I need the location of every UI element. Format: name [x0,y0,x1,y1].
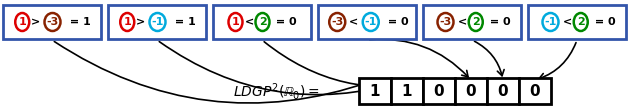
Text: 0: 0 [434,84,444,98]
Text: 0: 0 [466,84,476,98]
Bar [108,5,206,39]
Text: -3: -3 [440,17,452,27]
Bar [519,78,551,104]
Text: = 1: = 1 [66,17,90,27]
Text: 1: 1 [232,17,239,27]
Text: $LDGP^2(\mathbb{R}_0)=$: $LDGP^2(\mathbb{R}_0)=$ [233,81,320,101]
Bar [318,5,416,39]
Text: 2: 2 [577,17,584,27]
Text: = 0: = 0 [384,17,408,27]
Text: = 1: = 1 [171,17,195,27]
Text: -3: -3 [46,17,59,27]
Bar [359,78,391,104]
Text: 2: 2 [472,17,479,27]
Text: -3: -3 [331,17,344,27]
Text: <: < [349,17,358,27]
Text: 1: 1 [19,17,26,27]
Bar [423,78,455,104]
Bar [528,5,626,39]
Bar [487,78,519,104]
Text: <: < [244,17,253,27]
Text: 0: 0 [498,84,508,98]
Text: 2: 2 [259,17,266,27]
Text: -1: -1 [151,17,164,27]
Text: <: < [563,17,572,27]
Text: -1: -1 [365,17,377,27]
Text: 0: 0 [530,84,540,98]
Bar [213,5,311,39]
Bar [391,78,423,104]
Text: 1: 1 [402,84,412,98]
Bar [423,5,521,39]
Bar [455,78,487,104]
Text: 1: 1 [124,17,131,27]
Text: = 0: = 0 [486,17,510,27]
Text: = 0: = 0 [273,17,297,27]
Text: <: < [458,17,467,27]
Text: >: > [31,17,40,27]
Text: >: > [136,17,145,27]
Text: = 0: = 0 [591,17,615,27]
Text: 1: 1 [370,84,380,98]
Bar [3,5,101,39]
Text: -1: -1 [544,17,557,27]
